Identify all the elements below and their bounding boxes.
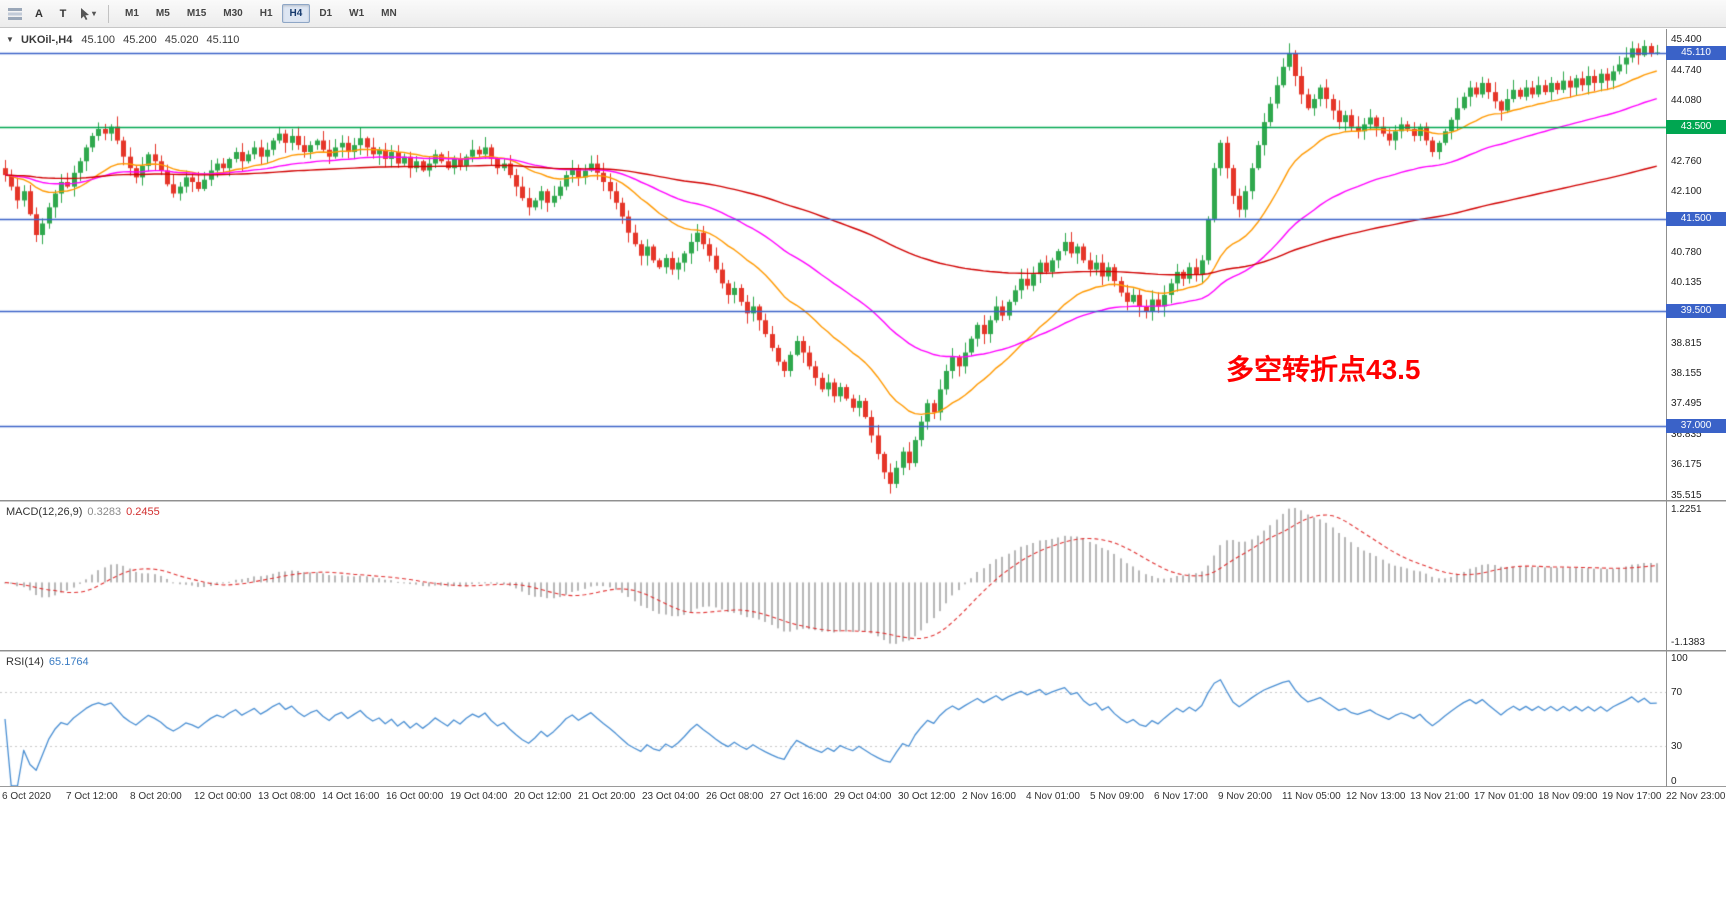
time-axis-label: 11 Nov 05:00 [1282, 791, 1341, 802]
price-axis-tick: 42.760 [1671, 156, 1702, 167]
price-axis-tick: 38.815 [1671, 338, 1702, 349]
macd-axis-tick: -1.1383 [1671, 637, 1705, 648]
price-tag-41.500: 41.500 [1666, 212, 1726, 226]
annotation-text[interactable]: 多空转折点43.5 [1226, 354, 1421, 385]
price-axis-tick: 44.080 [1671, 95, 1702, 106]
ohlc-high: 45.200 [123, 34, 157, 46]
time-axis-label: 4 Nov 01:00 [1026, 791, 1080, 802]
grid-icon [8, 7, 22, 20]
timeframe-button-m30[interactable]: M30 [215, 4, 250, 23]
price-tag-39.500: 39.500 [1666, 304, 1726, 318]
rsi-axis-tick: 100 [1671, 653, 1688, 664]
time-axis-label: 2 Nov 16:00 [962, 791, 1016, 802]
tool-button-a[interactable]: A [28, 4, 50, 24]
chart-list-icon[interactable] [4, 4, 26, 24]
time-axis-label: 27 Oct 16:00 [770, 791, 828, 802]
price-axis-tick: 35.515 [1671, 490, 1702, 501]
rsi-axis-tick: 70 [1671, 687, 1683, 698]
time-axis-label: 6 Oct 2020 [2, 791, 51, 802]
time-axis-label: 20 Oct 12:00 [514, 791, 572, 802]
rsi-axis-tick: 0 [1671, 776, 1677, 787]
main-price-canvas[interactable] [0, 29, 1666, 500]
price-axis-tick: 36.835 [1671, 429, 1702, 440]
macd-label: MACD(12,26,9) 0.3283 0.2455 [6, 506, 160, 518]
time-axis-label: 16 Oct 00:00 [386, 791, 444, 802]
symbol-period: UKOil-,H4 [20, 34, 73, 46]
timeframe-button-h1[interactable]: H1 [252, 4, 281, 23]
price-axis-tick: 40.135 [1671, 277, 1702, 288]
tool-button-t[interactable]: T [52, 4, 74, 24]
timeframe-button-w1[interactable]: W1 [341, 4, 372, 23]
time-axis-label: 7 Oct 12:00 [66, 791, 118, 802]
panel-resize-handle-macd[interactable] [0, 500, 1726, 502]
toolbar-separator [108, 4, 110, 23]
time-axis-label: 30 Oct 12:00 [898, 791, 956, 802]
chart-area: ▼ UKOil-,H4 45.100 45.200 45.020 45.110 … [0, 29, 1726, 898]
time-axis-label: 19 Oct 04:00 [450, 791, 508, 802]
collapse-arrow-icon[interactable]: ▼ [6, 35, 14, 44]
price-tag-45.110: 45.110 [1666, 46, 1726, 60]
timeframe-button-m5[interactable]: M5 [148, 4, 178, 23]
ohlc-low: 45.020 [164, 34, 199, 46]
macd-axis-tick: 1.2251 [1671, 504, 1702, 515]
cursor-tool-dropdown[interactable]: ▾ [76, 4, 100, 24]
price-tag-37.000: 37.000 [1666, 419, 1726, 433]
time-axis-label: 12 Oct 00:00 [194, 791, 252, 802]
time-axis-label: 19 Nov 17:00 [1602, 791, 1662, 802]
price-axis-tick: 37.495 [1671, 398, 1702, 409]
time-axis-label: 13 Nov 21:00 [1410, 791, 1470, 802]
rsi-axis-tick: 30 [1671, 741, 1683, 752]
time-axis-label: 8 Oct 20:00 [130, 791, 182, 802]
chart-title: ▼ UKOil-,H4 45.100 45.200 45.020 45.110 [6, 34, 244, 46]
price-axis-tick: 36.175 [1671, 459, 1702, 470]
toolbar: A T ▾ M1 M5 M15 M30 H1 H4 D1 W1 MN [0, 0, 1726, 28]
rsi-label: RSI(14) 65.1764 [6, 656, 89, 668]
time-axis-label: 14 Oct 16:00 [322, 791, 380, 802]
time-axis-label: 21 Oct 20:00 [578, 791, 636, 802]
price-axis-tick: 38.155 [1671, 368, 1702, 379]
time-axis-label: 26 Oct 08:00 [706, 791, 764, 802]
macd-canvas[interactable] [0, 502, 1666, 650]
macd-main-value: 0.3283 [87, 506, 122, 518]
time-axis-label: 18 Nov 09:00 [1538, 791, 1598, 802]
ohlc-open: 45.100 [81, 34, 116, 46]
time-axis-label: 6 Nov 17:00 [1154, 791, 1208, 802]
time-axis-label: 29 Oct 04:00 [834, 791, 892, 802]
price-axis-tick: 45.400 [1671, 34, 1702, 45]
ohlc-close: 45.110 [206, 34, 240, 46]
chevron-down-icon: ▾ [92, 9, 97, 18]
timeframe-button-h4[interactable]: H4 [281, 4, 311, 23]
rsi-canvas[interactable] [0, 652, 1666, 786]
panel-resize-handle-rsi[interactable] [0, 650, 1726, 652]
time-axis-label: 12 Nov 13:00 [1346, 791, 1406, 802]
time-axis-label: 9 Nov 20:00 [1218, 791, 1272, 802]
macd-signal-value: 0.2455 [126, 506, 160, 518]
price-axis-tick: 40.780 [1671, 247, 1702, 258]
rsi-name: RSI(14) [6, 656, 44, 668]
timeframe-button-mn[interactable]: MN [373, 4, 405, 23]
price-axis-tick: 42.100 [1671, 186, 1702, 197]
price-tag-43.500: 43.500 [1666, 120, 1726, 134]
timeframe-button-m1[interactable]: M1 [117, 4, 147, 23]
time-axis-label: 22 Nov 23:00 [1666, 791, 1726, 802]
time-axis-label: 13 Oct 08:00 [258, 791, 316, 802]
time-axis-label: 5 Nov 09:00 [1090, 791, 1144, 802]
cursor-icon [81, 7, 89, 20]
time-axis-label: 23 Oct 04:00 [642, 791, 700, 802]
time-axis-label: 17 Nov 01:00 [1474, 791, 1534, 802]
timeframe-button-m15[interactable]: M15 [179, 4, 214, 23]
timeframe-button-d1[interactable]: D1 [311, 4, 340, 23]
rsi-value: 65.1764 [48, 656, 89, 668]
price-axis-line [1666, 29, 1667, 787]
time-axis-line [0, 786, 1726, 787]
macd-name: MACD(12,26,9) [6, 506, 83, 518]
timeframe-group: M1 M5 M15 M30 H1 H4 D1 W1 MN [117, 4, 405, 23]
price-axis-tick: 44.740 [1671, 65, 1702, 76]
